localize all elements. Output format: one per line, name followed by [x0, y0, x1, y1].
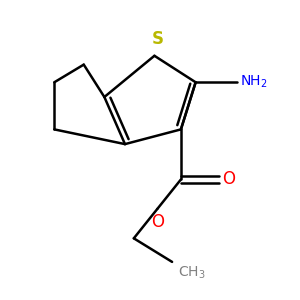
Text: NH$_2$: NH$_2$	[240, 74, 268, 91]
Text: O: O	[151, 213, 164, 231]
Text: CH$_3$: CH$_3$	[178, 265, 206, 281]
Text: S: S	[152, 30, 164, 48]
Text: O: O	[222, 170, 235, 188]
